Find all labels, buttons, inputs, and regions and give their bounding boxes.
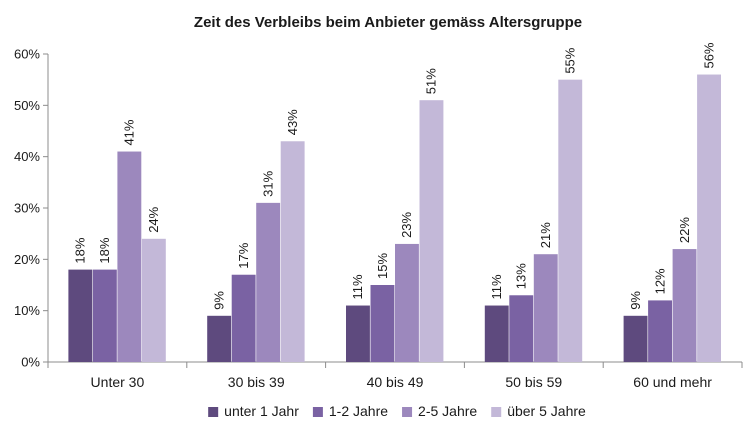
legend: unter 1 Jahr 1-2 Jahre 2-5 Jahre über 5 Jah… [208,403,586,419]
data-labels: 18% 18% 41% 24% 9% 17% 31% 43% 11% 15% 23% 51% 11% 13… [73,42,717,310]
bar [92,269,117,362]
legend-swatch [491,407,502,417]
bar [648,300,672,362]
legend-label: unter 1 Jahr [224,403,299,419]
data-label: 55% [563,47,578,73]
bar [533,254,558,362]
legend-swatch [208,407,219,417]
data-label: 13% [514,263,529,289]
data-label: 17% [236,242,251,268]
data-label: 31% [260,170,275,196]
x-category-label: 50 bis 59 [505,374,562,390]
y-tick-label: 10% [14,303,40,318]
y-tick-label: 60% [14,47,40,62]
bar [395,243,419,362]
x-category-label: Unter 30 [91,374,145,390]
data-label: 15% [375,253,390,279]
data-label: 22% [677,217,692,243]
y-tick-label: 20% [14,252,40,267]
data-label: 18% [97,237,112,263]
bars [68,74,721,363]
y-tick-label: 40% [14,149,40,164]
bar [68,269,93,362]
data-label: 56% [701,42,716,68]
legend-label: 2-5 Jahre [418,403,477,419]
y-tick-label: 50% [14,98,40,113]
legend-swatch [402,407,413,417]
bar [672,249,697,362]
data-label: 18% [73,237,88,263]
bar [419,100,444,362]
x-category-label: 40 bis 49 [367,374,424,390]
x-category-label: 60 und mehr [633,374,712,390]
data-label: 21% [538,222,553,248]
chart-title: Zeit des Verbleibs beim Anbieter gemäss … [194,14,582,31]
data-label: 11% [350,274,365,299]
bar [697,74,721,363]
legend-label: über 5 Jahre [507,403,586,419]
bar [256,202,281,362]
data-label: 43% [285,109,300,135]
data-label: 9% [628,291,643,310]
data-label: 24% [146,206,161,232]
bar [231,274,256,362]
bar [509,295,534,362]
axes: 0% 10% 20% 30% 40% 50% 60% Unter 30 30 bis 39 40 … [14,47,743,390]
bar [558,79,583,363]
data-label: 51% [424,68,439,94]
bar [117,151,142,362]
data-label: 41% [122,119,137,145]
bar [370,285,395,362]
y-tick-label: 0% [21,355,40,370]
data-label: 9% [211,291,226,310]
x-category-label: 30 bis 39 [228,374,285,390]
legend-label: 1-2 Jahre [329,403,388,419]
data-label: 12% [652,268,667,294]
bar [207,315,232,362]
y-tick-label: 30% [14,201,40,216]
bar [346,305,370,362]
bar [280,141,305,362]
data-label: 11% [489,274,504,299]
data-label: 23% [399,211,414,237]
bar [141,238,166,362]
bar [484,305,509,362]
legend-swatch [312,407,323,417]
bar [623,315,648,362]
